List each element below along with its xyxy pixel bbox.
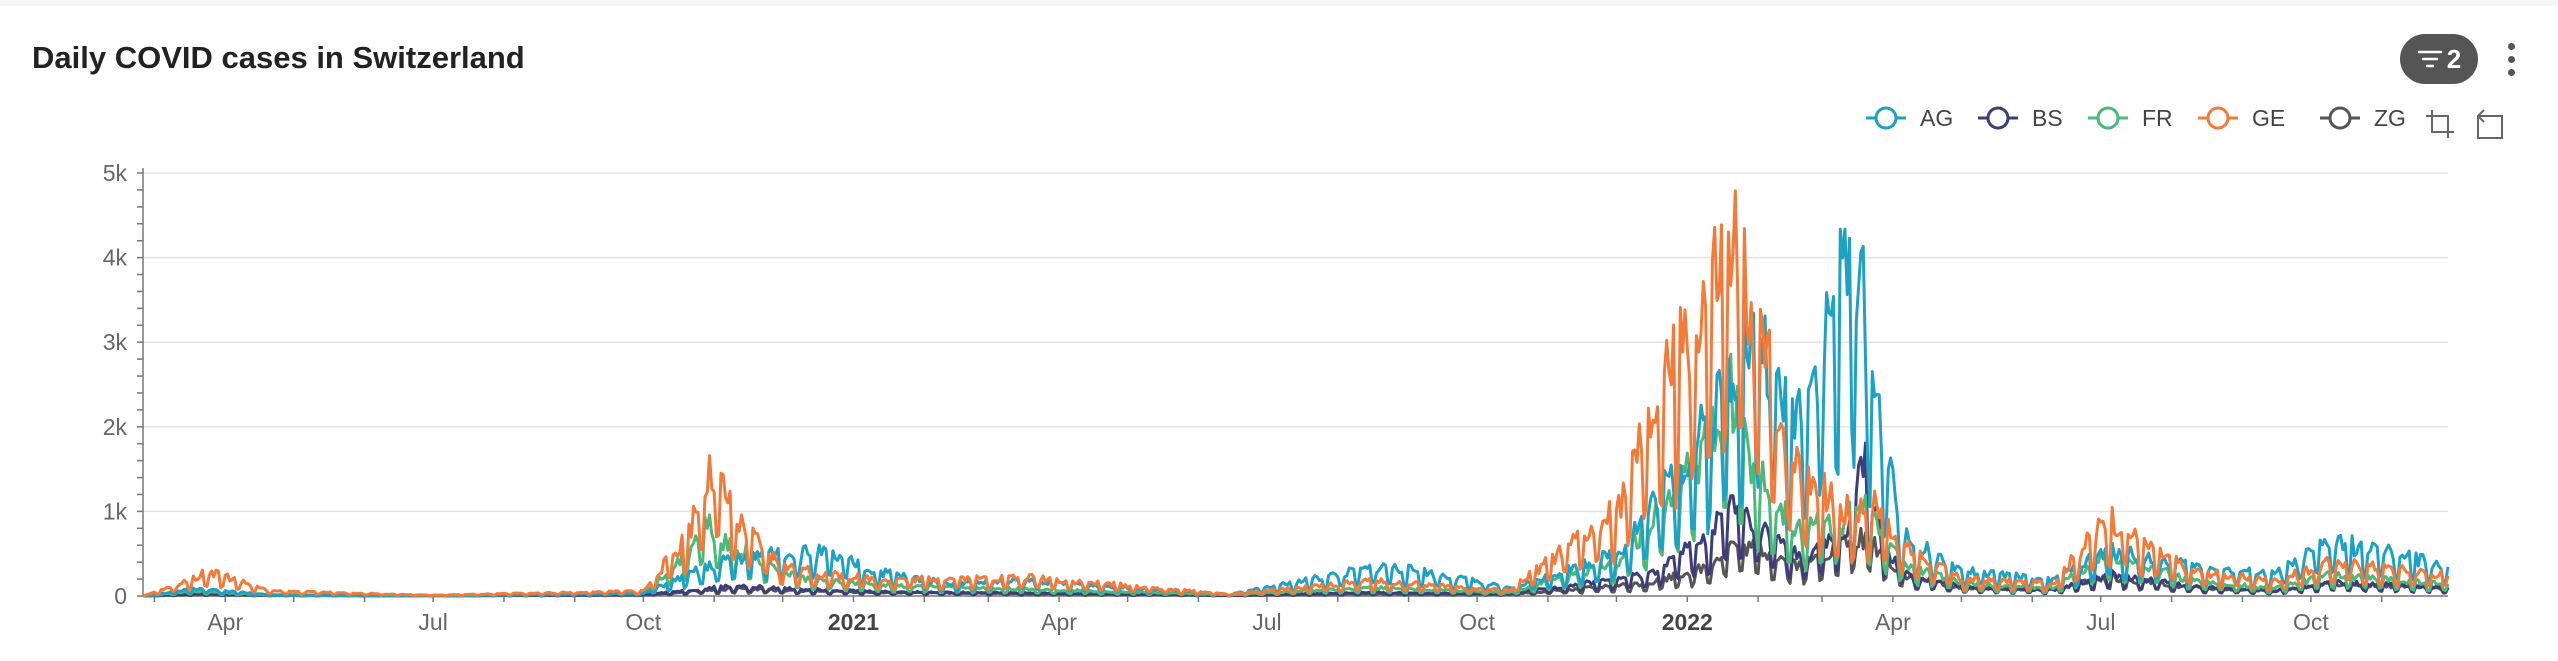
- x-tick-label: Oct: [1459, 609, 1495, 635]
- x-tick-label: Apr: [1041, 609, 1077, 635]
- chart-title: Daily COVID cases in Switzerland: [32, 40, 525, 75]
- y-tick-label: 4k: [103, 245, 128, 271]
- legend-marker: [1874, 106, 1898, 130]
- series-line-ge: [142, 189, 2450, 598]
- legend-label: BS: [2032, 105, 2063, 131]
- zoom-select-icon[interactable]: [2422, 106, 2458, 142]
- x-tick-label: 2021: [828, 609, 879, 635]
- legend-label: ZG: [2374, 105, 2406, 131]
- legend-item-fr[interactable]: FR: [2088, 105, 2173, 131]
- legend-marker: [2206, 106, 2230, 130]
- x-tick-label: Jul: [418, 609, 447, 635]
- legend-label: GE: [2252, 105, 2285, 131]
- zoom-reset-icon[interactable]: [2472, 106, 2508, 142]
- y-tick-label: 5k: [103, 160, 128, 186]
- legend-marker: [2328, 106, 2352, 130]
- x-tick-label: Apr: [207, 609, 243, 635]
- x-tick-label: Jul: [1252, 609, 1281, 635]
- y-tick-label: 1k: [103, 498, 128, 524]
- y-tick-label: 0: [114, 583, 127, 609]
- x-tick-label: Oct: [2293, 609, 2329, 635]
- filter-count: 2: [2446, 43, 2462, 74]
- filter-icon: [2417, 50, 2443, 68]
- filter-button[interactable]: 2: [2400, 34, 2478, 84]
- legend-marker: [1986, 106, 2010, 130]
- x-tick-label: Jul: [2086, 609, 2115, 635]
- y-tick-label: 3k: [103, 329, 128, 355]
- legend-label: FR: [2142, 105, 2173, 131]
- x-tick-label: 2022: [1662, 609, 1713, 635]
- x-tick-label: Apr: [1875, 609, 1911, 635]
- legend-label: AG: [1920, 105, 1953, 131]
- series-line-ag: [142, 227, 2450, 598]
- more-vert-icon[interactable]: [2496, 34, 2526, 84]
- legend-item-zg[interactable]: ZG: [2320, 105, 2406, 131]
- legend-item-ag[interactable]: AG: [1866, 105, 1953, 131]
- legend-marker: [2096, 106, 2120, 130]
- x-tick-label: Oct: [625, 609, 661, 635]
- legend-item-ge[interactable]: GE: [2198, 105, 2285, 131]
- legend-item-bs[interactable]: BS: [1978, 105, 2063, 131]
- y-tick-label: 2k: [103, 414, 128, 440]
- series-line-bs: [142, 441, 2450, 598]
